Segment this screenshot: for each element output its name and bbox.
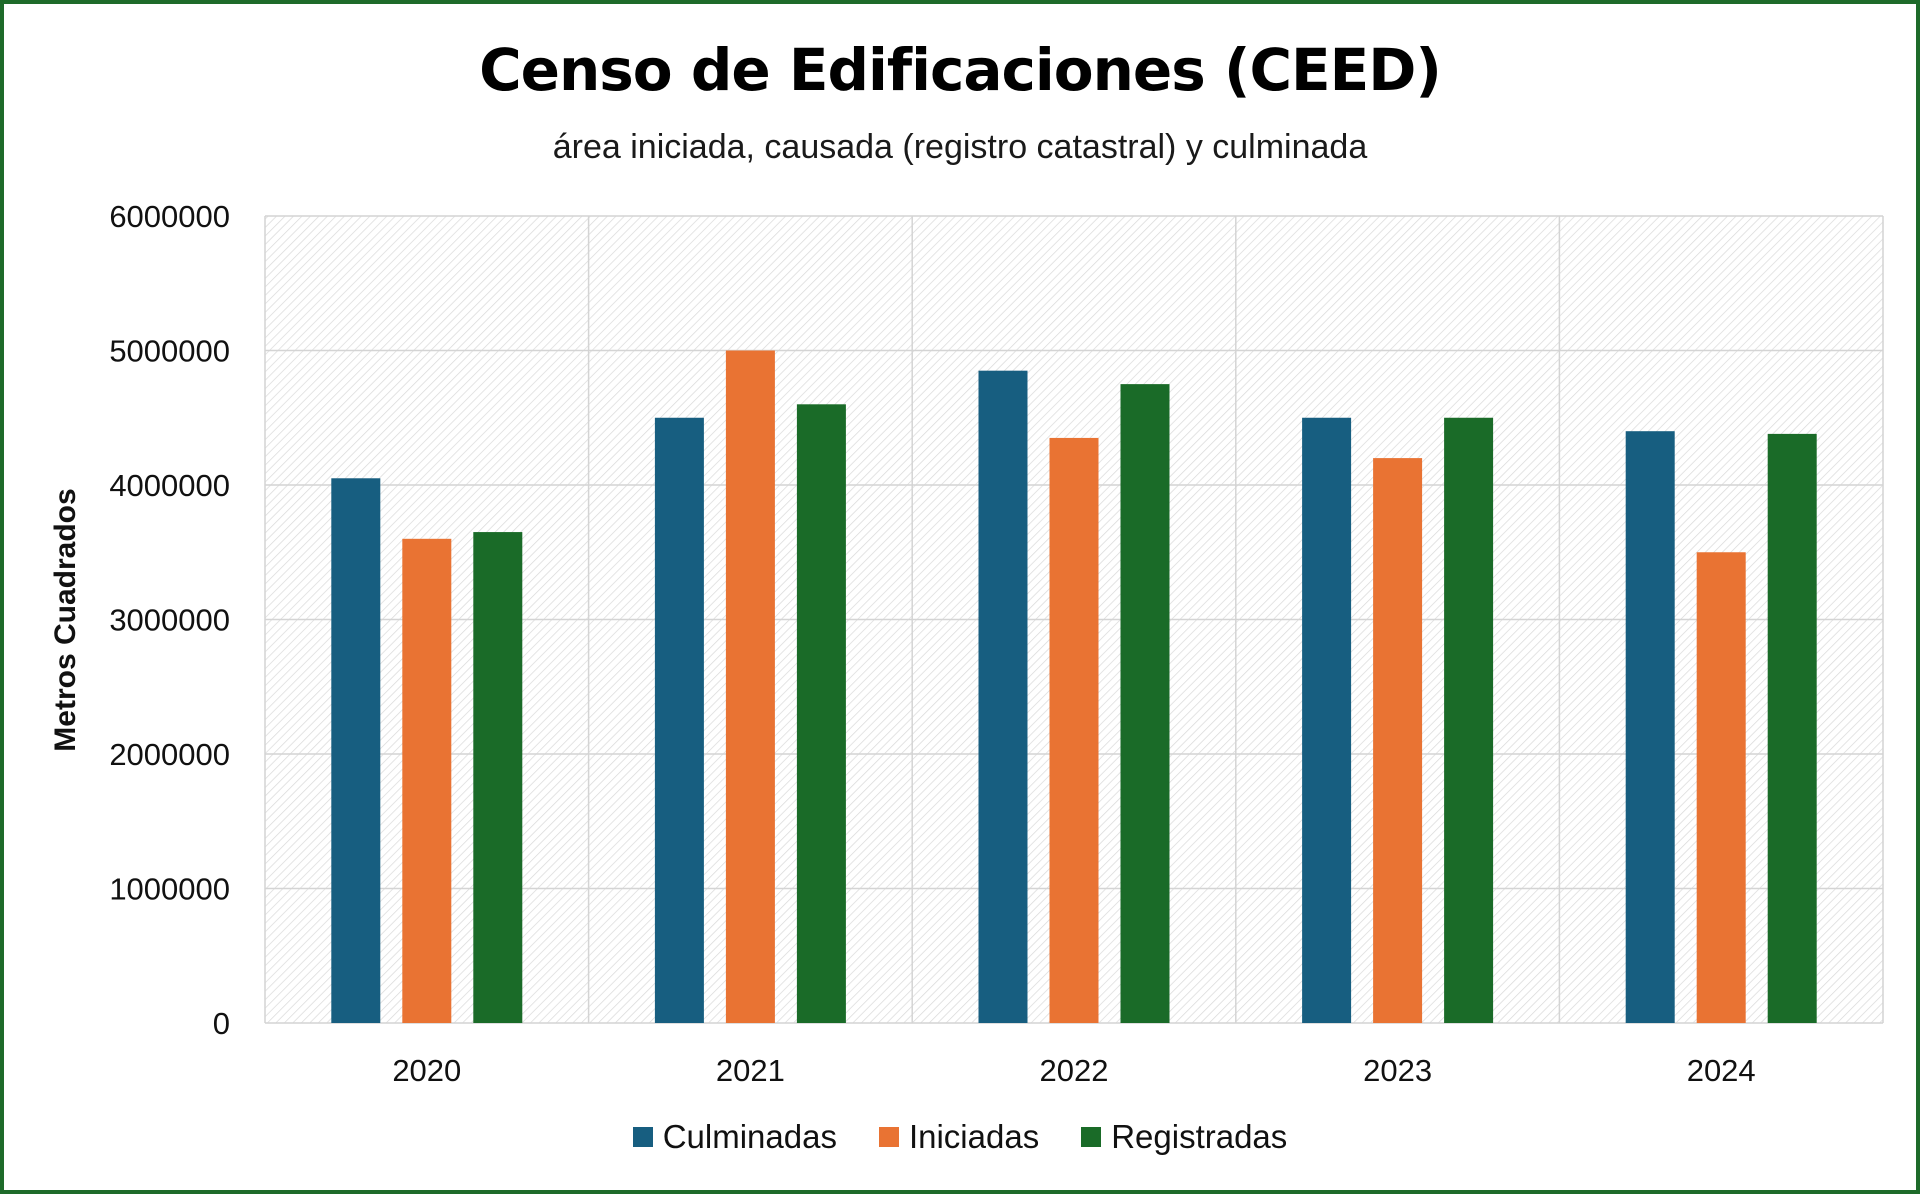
bar-culminadas-2024 — [1625, 431, 1675, 1023]
legend-swatch — [1081, 1127, 1102, 1147]
legend-item-registradas: Registradas — [1081, 1118, 1287, 1156]
bar-registradas-2023 — [1444, 417, 1494, 1023]
x-tick-label: 2020 — [392, 1053, 461, 1088]
bar-registradas-2020 — [473, 532, 523, 1023]
bar-iniciadas-2022 — [1049, 437, 1099, 1023]
legend: Culminadas Iniciadas Registradas — [0, 1118, 1920, 1156]
legend-item-iniciadas: Iniciadas — [878, 1118, 1040, 1156]
chart-title: Censo de Edificaciones (CEED) — [479, 36, 1442, 104]
legend-label: Iniciadas — [908, 1118, 1040, 1155]
legend-item-culminadas: Culminadas — [632, 1118, 837, 1156]
x-tick-label: 2021 — [716, 1053, 785, 1088]
legend-label: Culminadas — [662, 1118, 837, 1155]
bar-culminadas-2020 — [331, 478, 381, 1023]
legend-swatch — [878, 1127, 899, 1147]
bar-registradas-2021 — [796, 404, 846, 1023]
y-tick-label: 0 — [213, 1006, 230, 1041]
y-tick-label: 5000000 — [109, 334, 230, 369]
y-tick-label: 1000000 — [109, 872, 230, 907]
bar-iniciadas-2024 — [1696, 552, 1746, 1023]
x-tick-label: 2023 — [1363, 1053, 1432, 1088]
y-tick-label: 3000000 — [109, 603, 230, 638]
bar-culminadas-2023 — [1302, 417, 1352, 1023]
bar-registradas-2022 — [1120, 384, 1170, 1023]
chart-subtitle: área iniciada, causada (registro catastr… — [552, 128, 1368, 166]
bar-culminadas-2022 — [978, 370, 1028, 1023]
bar-culminadas-2021 — [654, 417, 704, 1023]
bar-iniciadas-2023 — [1373, 458, 1423, 1024]
y-tick-label: 6000000 — [109, 199, 230, 234]
bar-registradas-2024 — [1767, 433, 1817, 1023]
bar-iniciadas-2021 — [725, 350, 775, 1023]
x-tick-label: 2024 — [1687, 1053, 1756, 1088]
legend-swatch — [632, 1127, 653, 1147]
y-tick-label: 2000000 — [109, 737, 230, 772]
x-tick-label: 2022 — [1040, 1053, 1109, 1088]
bar-iniciadas-2020 — [402, 538, 452, 1023]
y-axis-label: Metros Cuadrados — [49, 488, 82, 751]
y-tick-label: 4000000 — [109, 468, 230, 503]
legend-label: Registradas — [1111, 1118, 1288, 1155]
